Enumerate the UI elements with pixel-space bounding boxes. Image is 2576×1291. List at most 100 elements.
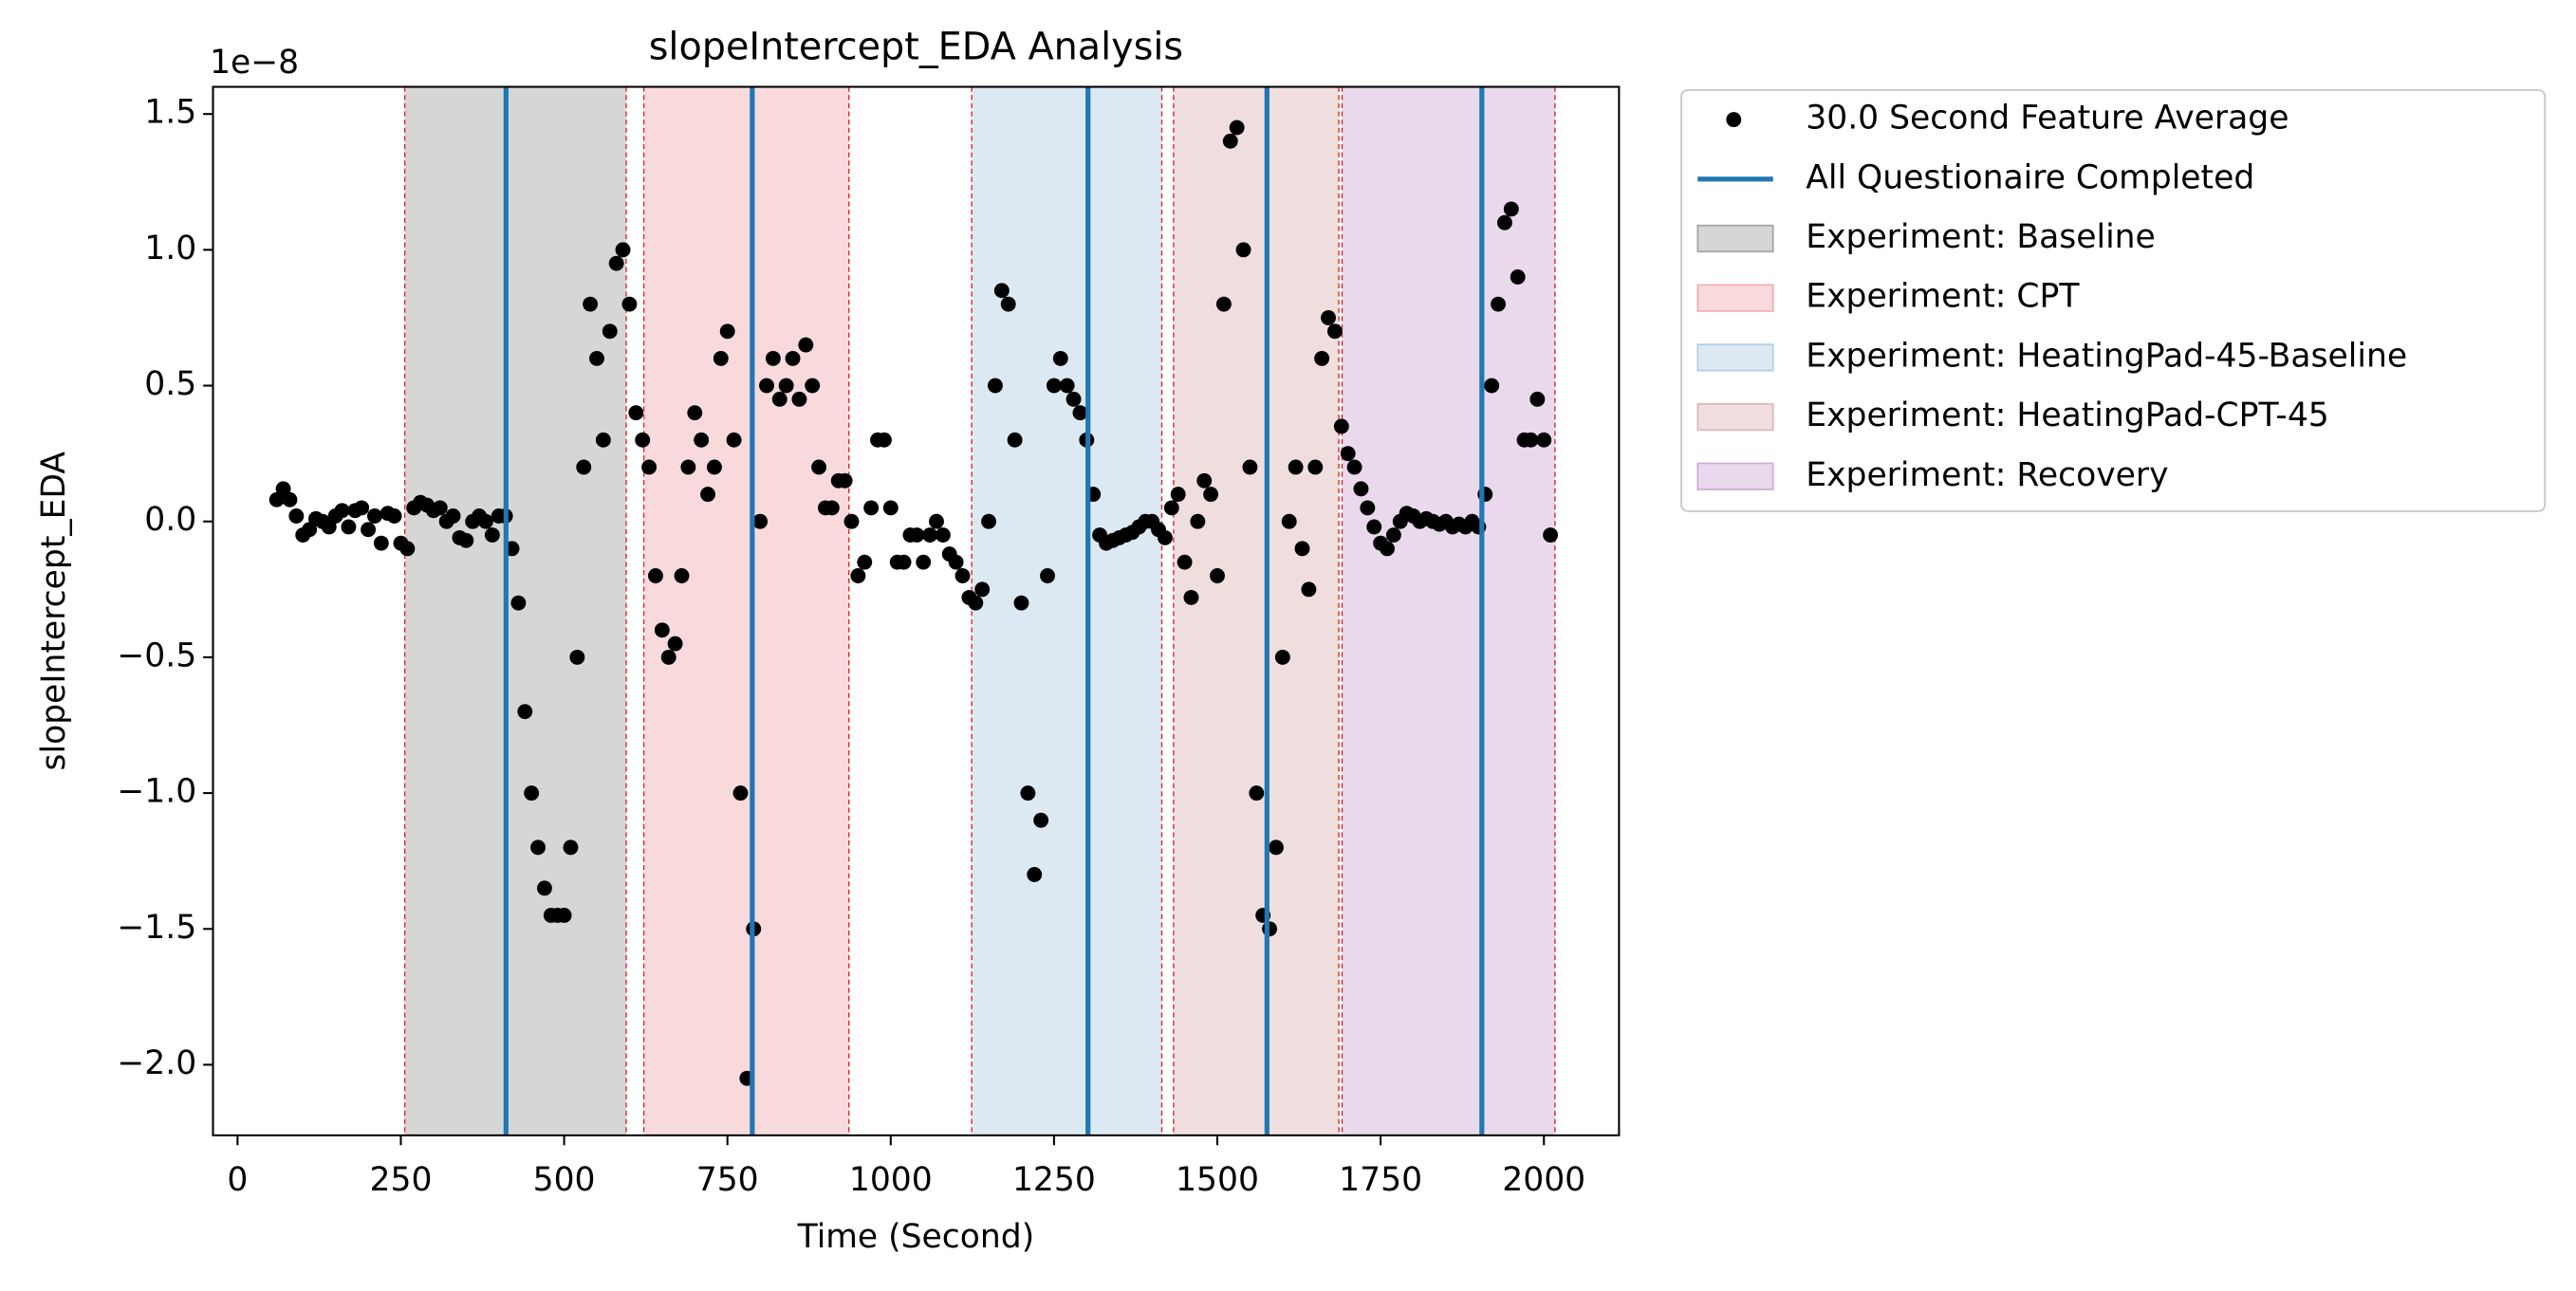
data-point <box>536 880 552 896</box>
data-point <box>1066 391 1082 407</box>
data-point <box>1203 487 1219 503</box>
legend-patch <box>1696 224 1774 253</box>
x-tick-label: 1750 <box>1339 1161 1422 1199</box>
data-point <box>719 323 735 340</box>
span <box>972 86 1162 1135</box>
data-point <box>1007 432 1023 448</box>
legend-patch <box>1696 343 1774 372</box>
data-point <box>981 513 997 529</box>
y-offset-label: 1e−8 <box>210 44 299 82</box>
data-point <box>954 568 971 583</box>
data-point <box>1346 459 1362 475</box>
data-point <box>288 508 305 524</box>
data-point <box>1040 568 1055 583</box>
y-tick-label: 1.5 <box>144 94 196 132</box>
y-tick-label: −1.5 <box>117 909 196 947</box>
chart-title: slopeIntercept_EDA Analysis <box>649 25 1183 68</box>
legend-patch <box>1696 462 1774 490</box>
legend-box <box>1679 88 2547 512</box>
data-point <box>1059 378 1075 394</box>
data-point <box>882 500 899 516</box>
data-point <box>1543 527 1559 543</box>
data-point <box>576 459 592 475</box>
data-point <box>1183 589 1199 605</box>
data-point <box>1326 323 1343 340</box>
data-point <box>1196 472 1213 489</box>
data-point <box>667 636 683 652</box>
span <box>404 86 626 1135</box>
y-tick-label: −0.5 <box>117 636 196 674</box>
data-point <box>805 378 821 394</box>
data-point <box>432 500 448 516</box>
data-point <box>1157 529 1173 545</box>
data-point <box>399 541 416 557</box>
legend-patch <box>1696 402 1774 432</box>
data-point <box>1294 541 1310 557</box>
y-axis-label: slopeIntercept_EDA <box>35 452 73 771</box>
data-point <box>713 350 729 366</box>
span <box>643 86 849 1135</box>
data-point <box>759 378 774 394</box>
x-tick-label: 500 <box>533 1161 596 1199</box>
data-point <box>510 595 527 611</box>
data-point <box>1274 649 1290 665</box>
data-point <box>680 459 696 475</box>
data-point <box>1288 459 1304 475</box>
legend-marker <box>1726 112 1742 128</box>
legend-label: Experiment: Baseline <box>1806 218 2156 256</box>
data-point <box>524 785 540 802</box>
data-point <box>641 459 658 475</box>
data-point <box>302 522 318 538</box>
data-point <box>1380 541 1395 557</box>
span <box>1342 86 1555 1135</box>
y-tick-label: 1.0 <box>144 230 196 267</box>
data-point <box>857 554 873 570</box>
data-point <box>876 432 892 448</box>
data-point <box>916 554 932 570</box>
data-point <box>569 649 585 665</box>
data-point <box>1000 296 1016 312</box>
data-point <box>1385 527 1401 543</box>
data-point <box>1333 418 1349 434</box>
data-point <box>1360 500 1376 516</box>
data-point <box>1269 839 1284 856</box>
x-axis-label: Time (Second) <box>797 1218 1035 1256</box>
data-point <box>1340 446 1356 462</box>
legend-label: All Questionaire Completed <box>1806 158 2254 196</box>
data-point <box>752 513 769 529</box>
data-point <box>341 519 357 535</box>
legend-label: Experiment: HeatingPad-CPT-45 <box>1806 397 2329 434</box>
data-point <box>321 519 337 535</box>
data-point <box>602 323 618 340</box>
x-tick-label: 1000 <box>849 1161 933 1199</box>
data-point <box>282 491 298 507</box>
data-point <box>824 500 840 516</box>
data-point <box>1321 310 1336 325</box>
data-point <box>1163 500 1179 516</box>
data-point <box>275 481 291 497</box>
x-tick-label: 2000 <box>1502 1161 1585 1199</box>
data-point <box>373 535 389 551</box>
data-point <box>1484 378 1500 394</box>
data-point <box>1529 391 1546 407</box>
data-point <box>1503 201 1519 217</box>
data-point <box>1281 513 1297 529</box>
legend-label: Experiment: HeatingPad-45-Baseline <box>1806 337 2407 375</box>
x-tick-label: 750 <box>696 1161 759 1199</box>
data-point <box>1190 513 1206 529</box>
data-point <box>968 595 984 611</box>
data-point <box>595 432 611 448</box>
data-point <box>1491 296 1506 312</box>
data-point <box>445 508 461 524</box>
x-tick-label: 1500 <box>1176 1161 1259 1199</box>
data-point <box>1222 133 1238 149</box>
data-point <box>843 513 860 529</box>
data-point <box>615 242 631 258</box>
data-point <box>484 527 500 543</box>
data-point <box>1510 269 1526 285</box>
data-point <box>1353 481 1369 497</box>
data-point <box>922 527 938 543</box>
data-point <box>1013 595 1029 611</box>
data-point <box>1262 921 1278 937</box>
data-point <box>1072 405 1088 421</box>
